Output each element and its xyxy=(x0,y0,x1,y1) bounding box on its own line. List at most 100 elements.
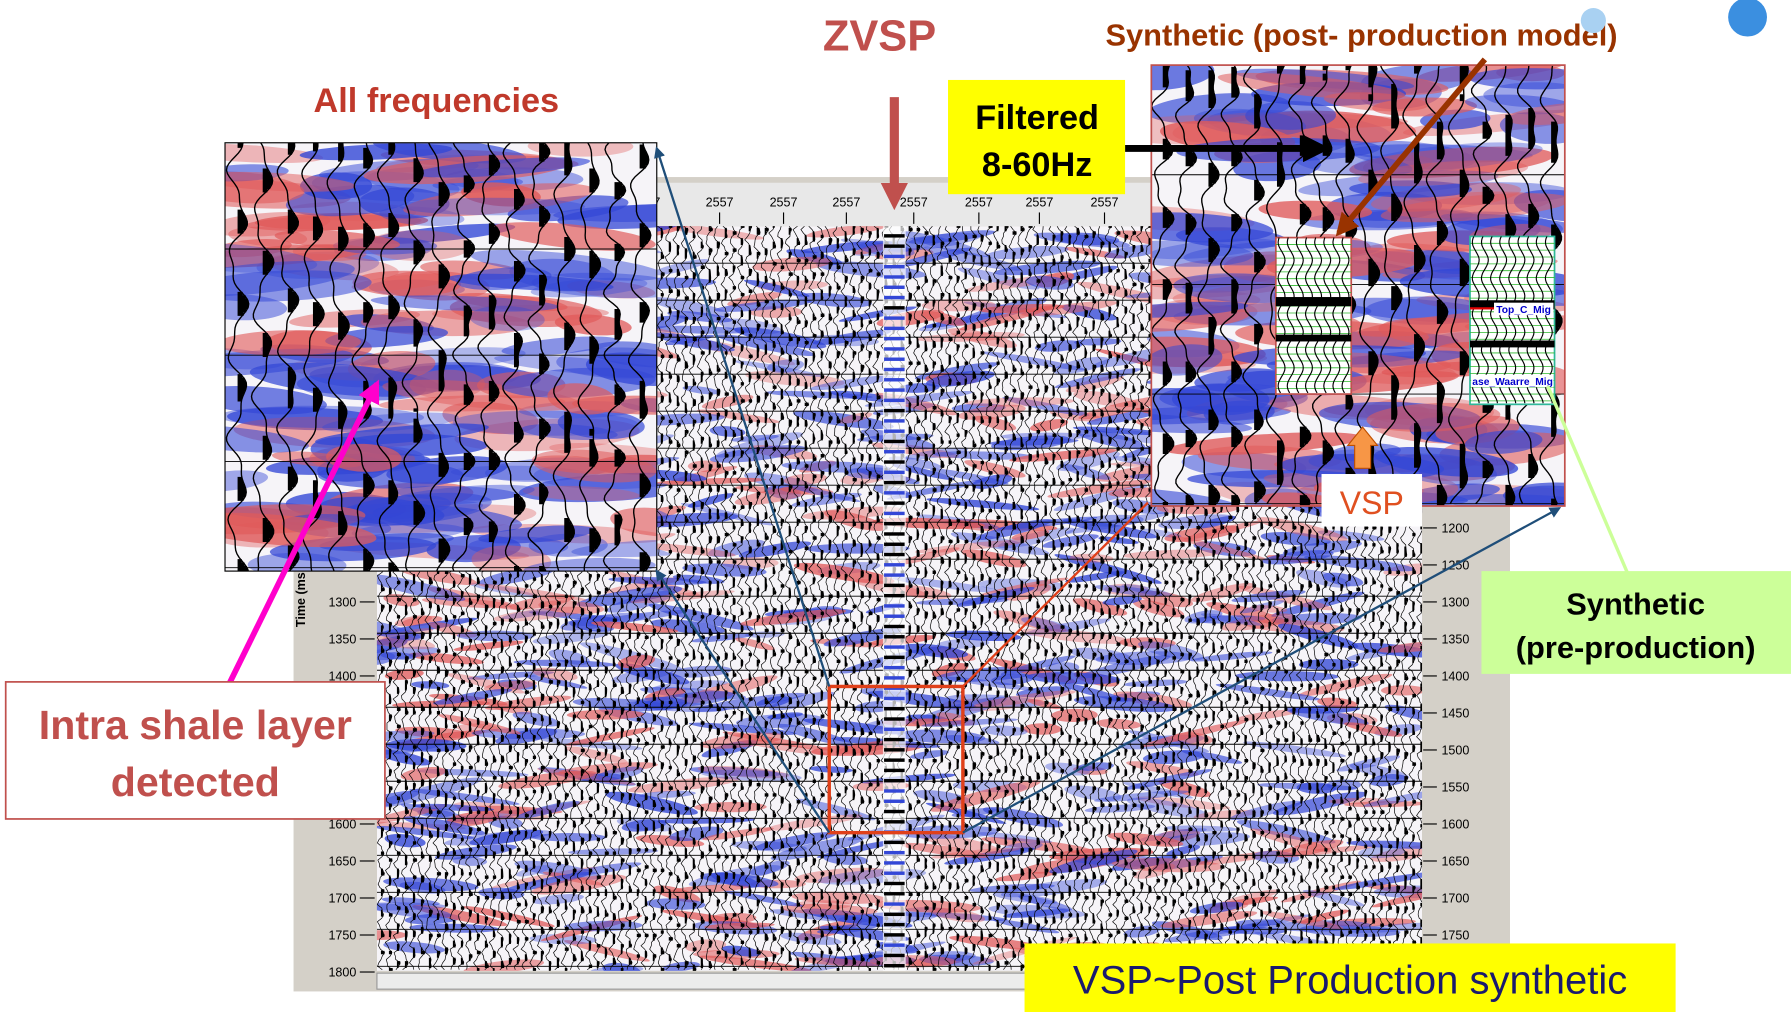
zvsp-event xyxy=(884,882,905,885)
zvsp-event xyxy=(884,471,905,474)
zvsp-event xyxy=(884,769,905,772)
time-label: 1600 xyxy=(1441,818,1469,832)
zvsp-event xyxy=(884,923,905,926)
zvsp-event xyxy=(884,419,905,422)
slide: 572557255725572557255725572557 130013501… xyxy=(0,0,1791,1017)
time-label: 1700 xyxy=(1441,892,1469,906)
zvsp-event xyxy=(884,522,905,525)
zvsp-event xyxy=(884,327,905,330)
zvsp-event xyxy=(884,296,905,299)
zvsp-event xyxy=(884,255,905,258)
axis-title: Time (ms xyxy=(294,572,308,627)
zvsp-event xyxy=(884,491,905,494)
time-label: 1650 xyxy=(328,855,356,869)
zvsp-event xyxy=(884,512,905,515)
time-label: 1750 xyxy=(1441,929,1469,943)
zvsp-event xyxy=(884,933,905,936)
zvsp-event xyxy=(884,337,905,340)
trace-label: 2557 xyxy=(770,196,798,210)
zvsp-event xyxy=(884,244,905,247)
trace-label: 2557 xyxy=(965,196,993,210)
zvsp-event xyxy=(884,717,905,720)
zvsp-event xyxy=(884,779,905,782)
vsp-post-label: VSP~Post Production synthetic xyxy=(1073,959,1627,1003)
zvsp-event xyxy=(884,902,905,905)
zvsp-event xyxy=(884,573,905,576)
zvsp-event xyxy=(884,615,905,618)
zvsp-event xyxy=(884,481,905,484)
trace-label: 2557 xyxy=(1025,196,1053,210)
time-label: 1700 xyxy=(328,892,356,906)
zvsp-event xyxy=(884,800,905,803)
synthetic-event xyxy=(1276,297,1351,306)
zvsp-event xyxy=(884,553,905,556)
zvsp-event xyxy=(884,707,905,710)
zvsp-event xyxy=(884,543,905,546)
zvsp-event xyxy=(884,913,905,916)
zvsp-event xyxy=(884,738,905,741)
time-label: 1350 xyxy=(1441,633,1469,647)
zvsp-event xyxy=(884,666,905,669)
zvsp-event xyxy=(884,943,905,946)
zvsp-event xyxy=(884,440,905,443)
zvsp-event xyxy=(884,388,905,391)
time-label: 1300 xyxy=(328,596,356,610)
zvsp-event xyxy=(884,635,905,638)
time-label: 1200 xyxy=(1441,521,1469,535)
filtered-label: Filtered xyxy=(975,99,1099,137)
time-label: 1400 xyxy=(1441,670,1469,684)
zvsp-event xyxy=(884,697,905,700)
zvsp-event xyxy=(884,409,905,412)
time-label: 1350 xyxy=(328,633,356,647)
zvsp-event xyxy=(884,563,905,566)
time-label: 1500 xyxy=(1441,744,1469,758)
all-frequencies-label: All frequencies xyxy=(314,82,560,120)
synthetic-post-label: Synthetic (post- production model) xyxy=(1105,18,1617,53)
zvsp-event xyxy=(884,234,905,237)
intra-shale-label: Intra shale layer xyxy=(39,702,352,748)
zvsp-event xyxy=(884,758,905,761)
zvsp-event xyxy=(884,347,905,350)
zvsp-event xyxy=(884,265,905,268)
trace-label: 2557 xyxy=(900,196,928,210)
zvsp-event xyxy=(884,820,905,823)
zvsp-event xyxy=(884,871,905,874)
zvsp-event xyxy=(884,728,905,731)
zvsp-event xyxy=(884,368,905,371)
zvsp-event xyxy=(884,841,905,844)
time-label: 1450 xyxy=(1441,707,1469,721)
zvsp-event xyxy=(884,625,905,628)
zvsp-event xyxy=(884,604,905,607)
scrollbar xyxy=(377,973,1039,989)
time-label: 1550 xyxy=(1441,781,1469,795)
zvsp-event xyxy=(884,316,905,319)
zvsp-event xyxy=(884,645,905,648)
zvsp-event xyxy=(884,399,905,402)
zvsp-event xyxy=(884,358,905,361)
synthetic-event xyxy=(1276,335,1351,342)
time-label: 1300 xyxy=(1441,596,1469,610)
synthetic-trace xyxy=(1276,238,1351,394)
zvsp-event xyxy=(884,748,905,751)
zvsp-label: ZVSP xyxy=(823,12,936,60)
zvsp-event xyxy=(884,286,905,289)
zvsp-event xyxy=(884,954,905,957)
zvsp-event xyxy=(884,789,905,792)
vsp-label: VSP xyxy=(1340,485,1404,521)
zvsp-event xyxy=(884,892,905,895)
trace-label: 2557 xyxy=(706,196,734,210)
zvsp-event xyxy=(884,378,905,381)
synthetic-pre-label: (pre-production) xyxy=(1516,630,1756,665)
zvsp-event xyxy=(884,275,905,278)
trace-label: 2557 xyxy=(832,196,860,210)
zvsp-event xyxy=(884,810,905,813)
filtered-label: 8-60Hz xyxy=(982,146,1092,184)
inset-all-frequencies xyxy=(146,132,747,580)
time-label: 1750 xyxy=(328,929,356,943)
zvsp-event xyxy=(884,532,905,535)
zvsp-event xyxy=(884,501,905,504)
time-label: 1650 xyxy=(1441,855,1469,869)
horizon-label: Top_C_Mig xyxy=(1496,305,1551,316)
zvsp-event xyxy=(884,656,905,659)
trace-label: 2557 xyxy=(1091,196,1119,210)
